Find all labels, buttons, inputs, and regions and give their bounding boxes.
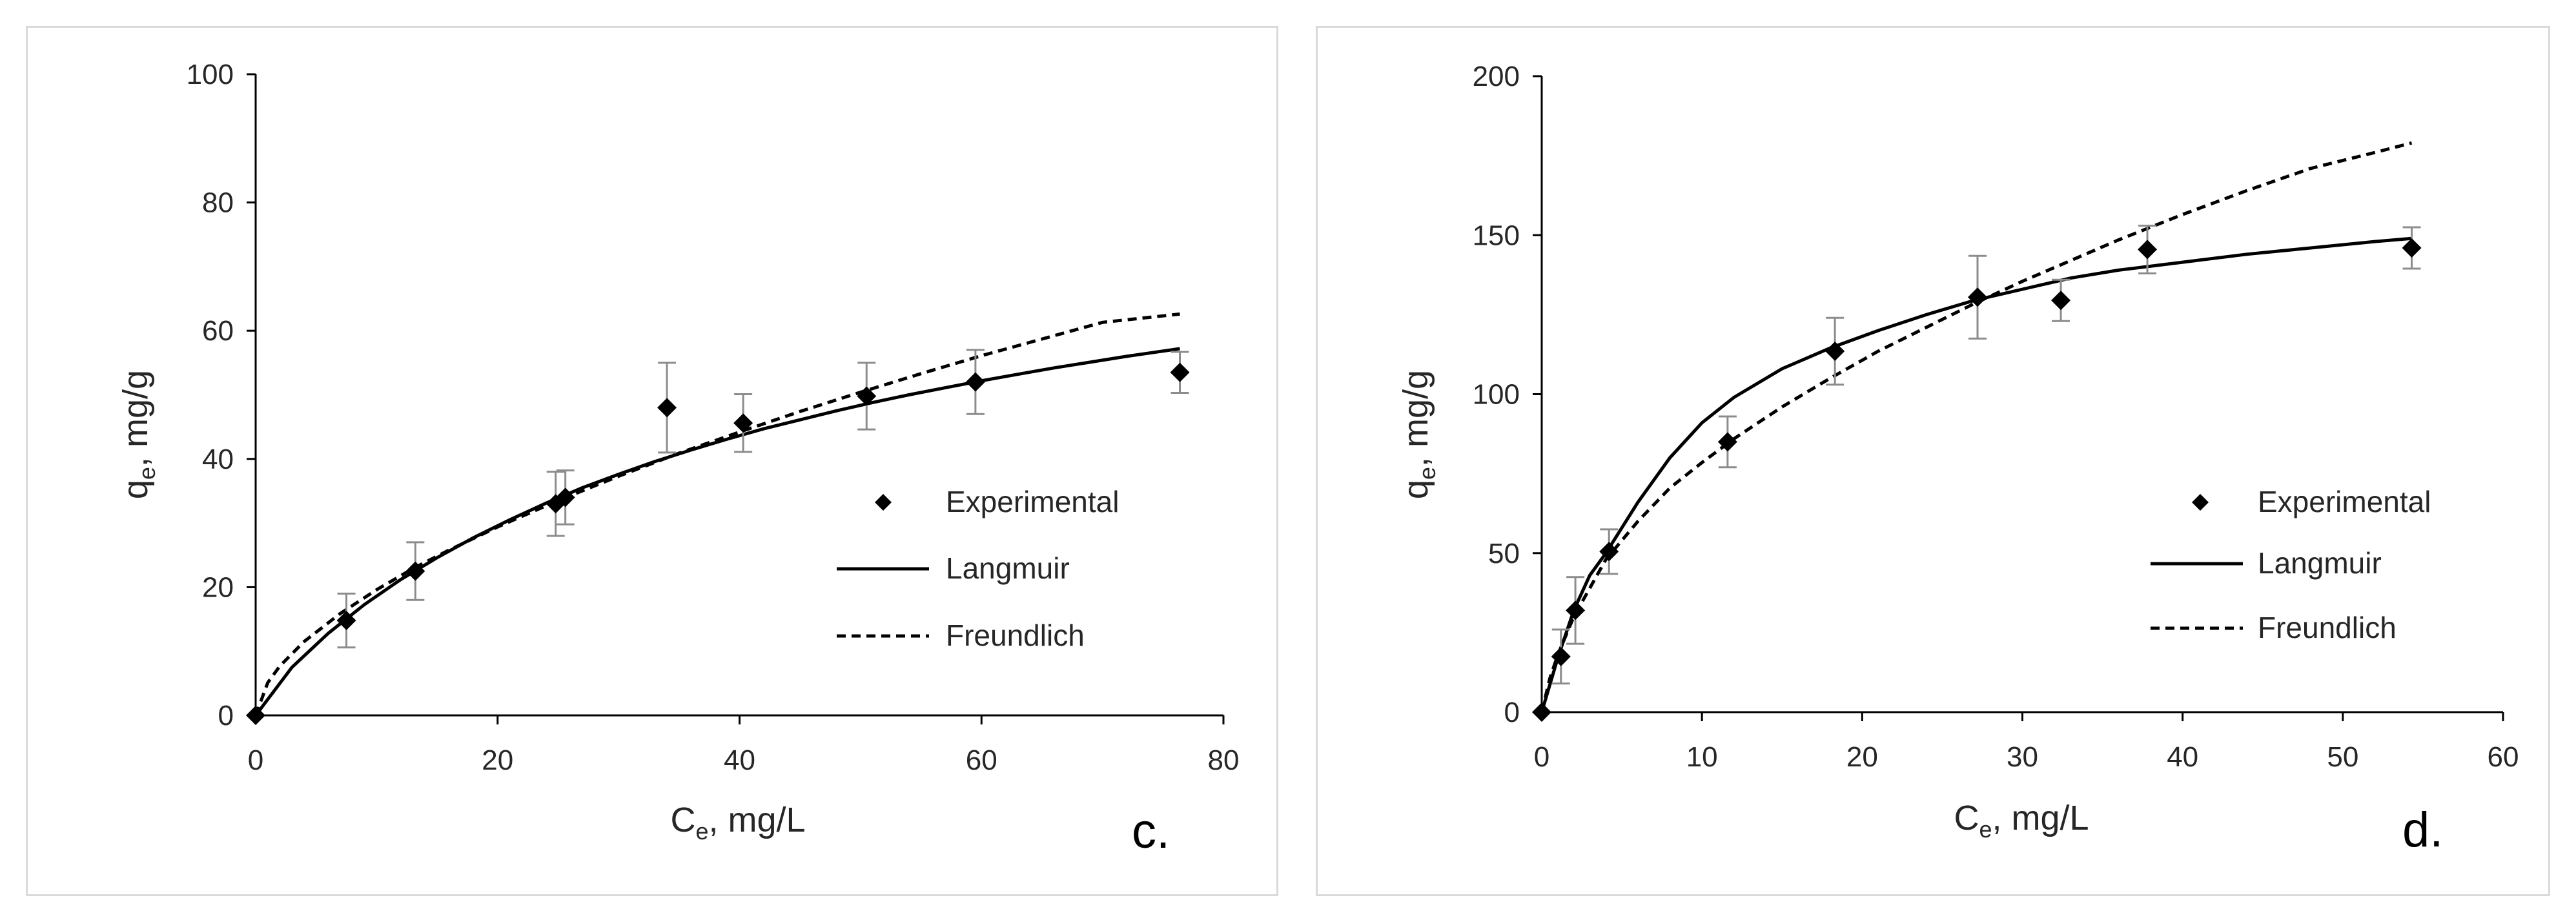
freundlich-fit-line: [1540, 141, 2413, 713]
data-point: [1170, 362, 1190, 382]
x-tick-label: 20: [482, 744, 513, 776]
x-tick-label: 30: [2007, 741, 2038, 773]
data-point: [336, 611, 356, 631]
legend: Experimental Langmuir Freundlich: [2151, 485, 2431, 644]
x-tick-label: 10: [1686, 741, 1718, 773]
y-tick-label: 20: [202, 571, 234, 603]
legend-label-experimental: Experimental: [946, 485, 1119, 518]
chart-panel-d: 0 10 20 30 40 50 60 0 50 100 150 200 Ce, mg/L qe, m…: [1316, 26, 2550, 896]
x-tick-label: 60: [966, 744, 997, 776]
data-point: [555, 487, 575, 507]
x-tick-label: 60: [2488, 741, 2519, 773]
x-tick-label: 50: [2327, 741, 2358, 773]
data-point: [1551, 646, 1571, 666]
legend-diamond-icon: [875, 494, 892, 511]
data-point: [1599, 542, 1619, 562]
x-tick-label: 20: [1846, 741, 1878, 773]
data-point: [1566, 600, 1586, 620]
data-point: [1825, 342, 1845, 362]
data-point: [657, 398, 677, 418]
y-tick-label: 200: [1473, 61, 1520, 92]
x-tick-label: 0: [1534, 741, 1549, 773]
x-tick-label: 40: [724, 744, 755, 776]
y-tick-label: 0: [218, 700, 234, 732]
data-point: [1968, 287, 1988, 307]
x-axis-title: Ce, mg/L: [670, 801, 805, 845]
x-tick-label: 40: [2167, 741, 2198, 773]
y-tick-label: 50: [1488, 538, 1520, 569]
y-tick-label: 100: [187, 59, 234, 90]
legend-label-freundlich: Freundlich: [946, 619, 1085, 652]
legend-label-langmuir: Langmuir: [946, 551, 1070, 585]
plot-area: 0 20 40 60 80 0 20 40 60 80 100: [187, 59, 1240, 776]
y-axis-title: qe, mg/g: [1396, 370, 1440, 499]
data-point: [733, 413, 753, 433]
langmuir-fit-line: [1540, 236, 2412, 713]
y-tick-label: 40: [202, 444, 234, 475]
langmuir-fit-line: [254, 347, 1180, 717]
legend-label-freundlich: Freundlich: [2258, 611, 2397, 644]
data-point: [2138, 240, 2158, 260]
legend-label-langmuir: Langmuir: [2258, 546, 2382, 580]
data-point: [965, 372, 985, 392]
y-tick-label: 100: [1473, 379, 1520, 411]
data-point: [2402, 238, 2422, 258]
data-point: [1717, 432, 1737, 452]
data-point: [1532, 702, 1551, 722]
y-tick-label: 60: [202, 315, 234, 347]
plot-area: 0 10 20 30 40 50 60 0 50 100 150 200: [1473, 61, 2519, 773]
y-tick-label: 150: [1473, 220, 1520, 251]
freundlich-fit-line: [254, 312, 1180, 716]
data-point: [405, 561, 425, 581]
data-point: [2051, 291, 2071, 311]
panel-label: d.: [2402, 803, 2443, 857]
x-tick-label: 80: [1208, 744, 1240, 776]
legend: Experimental Langmuir Freundlich: [837, 485, 1119, 652]
data-point: [857, 386, 877, 406]
chart-panel-c: 0 20 40 60 80 0 20 40 60 80 100 Ce, mg/L qe, mg/g …: [26, 26, 1278, 896]
data-point: [246, 706, 265, 725]
x-tick-label: 0: [248, 744, 263, 776]
legend-label-experimental: Experimental: [2258, 485, 2431, 518]
legend-diamond-icon: [2192, 494, 2209, 511]
x-axis-title: Ce, mg/L: [1954, 799, 2089, 843]
y-tick-label: 80: [202, 187, 234, 219]
y-tick-label: 0: [1504, 697, 1520, 728]
y-axis-title: qe, mg/g: [116, 370, 160, 499]
isotherm-chart-d: 0 10 20 30 40 50 60 0 50 100 150 200 Ce, mg/L qe, m…: [1396, 61, 2519, 857]
panel-label: c.: [1132, 804, 1170, 859]
